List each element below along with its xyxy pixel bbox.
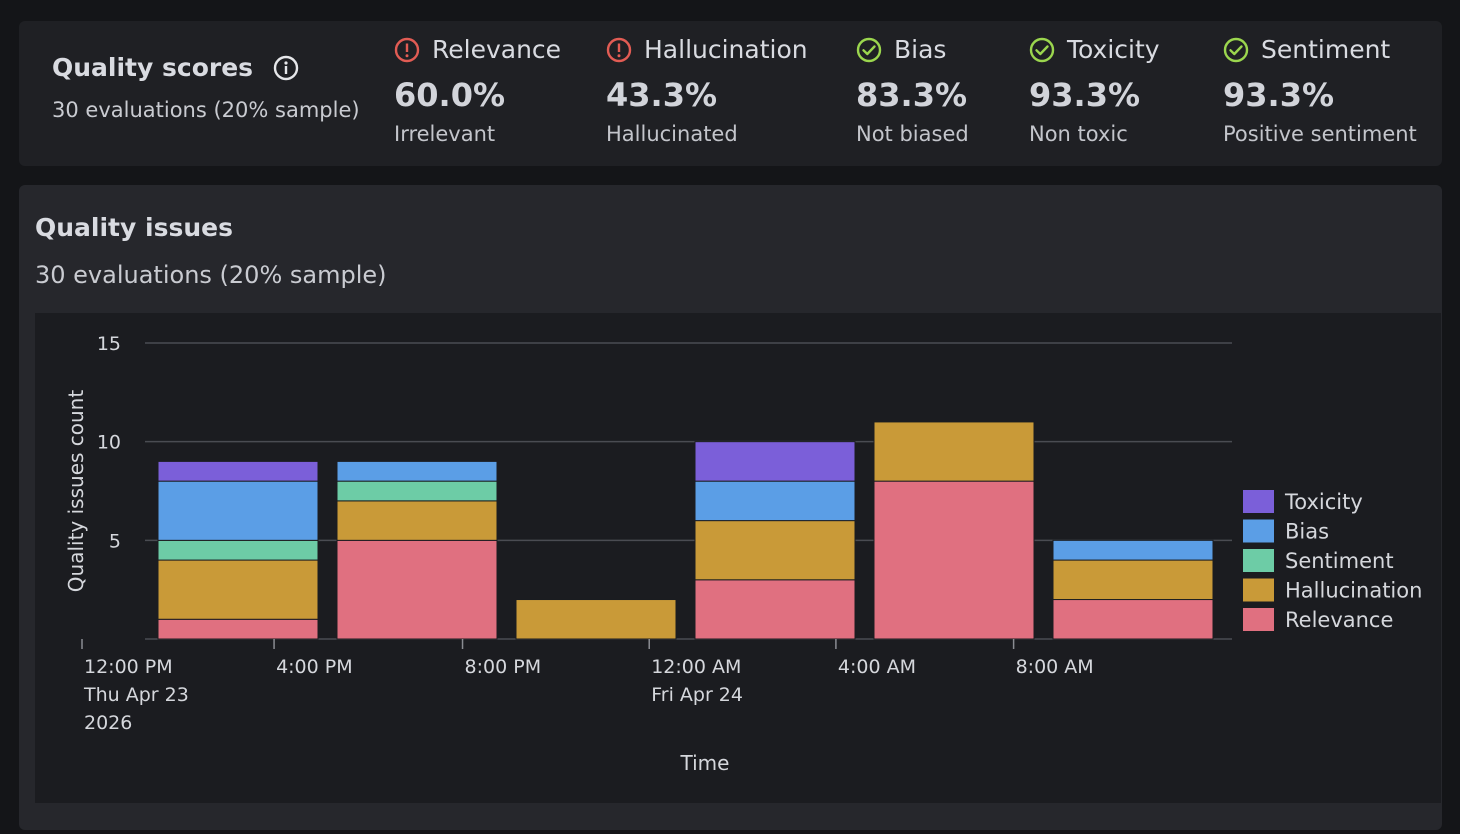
x-tick-label: Thu Apr 23 [83,684,189,706]
scores-header: Quality scores 30 evaluations (20% sampl… [52,53,360,122]
x-tick-label: 12:00 PM [84,656,173,678]
alert-icon [394,37,420,62]
legend-label-bias: Bias [1285,520,1329,544]
info-icon[interactable] [273,55,299,81]
legend-label-toxicity: Toxicity [1284,490,1363,514]
bar-segment-bias [1052,539,1214,561]
bar-segment-hallucination [336,500,498,541]
y-tick-label: 15 [97,333,121,355]
x-tick-label: 4:00 AM [838,656,916,678]
check-circle-icon [1029,37,1055,62]
metric-hallucination: Hallucination 43.3% Hallucinated [606,35,808,146]
legend-label-relevance: Relevance [1285,608,1393,632]
bar-segment-relevance [336,539,498,640]
bar-segment-bias [336,460,498,482]
check-circle-icon [856,37,882,62]
legend-swatch-bias [1243,519,1274,543]
bar-segment-hallucination [694,520,856,581]
metric-name: Toxicity [1067,35,1160,64]
chart-svg: 5 10 15 12:00 PM Thu Apr 23 2026 4:00 PM 8:00 P… [64,333,1422,775]
legend-swatch-hallucination [1243,578,1274,602]
metric-value: 83.3% [856,76,968,114]
bar-segment-sentiment [336,480,498,502]
bar-segment-hallucination [157,559,319,620]
bar-segment-sentiment [157,539,319,561]
metric-desc: Non toxic [1029,122,1128,146]
metric-name: Hallucination [644,35,808,64]
bar-segment-toxicity [694,441,856,482]
y-tick-label: 10 [97,432,121,454]
bar-segment-hallucination [515,599,677,640]
bar-segment-relevance [157,618,319,640]
metric-value: 93.3% [1029,76,1141,114]
y-tick-label: 5 [109,530,121,552]
metric-name: Sentiment [1261,35,1391,64]
quality-issues-chart: 5 10 15 12:00 PM Thu Apr 23 2026 4:00 PM 8:00 P… [35,313,1441,803]
bar-segment-hallucination [1052,559,1214,601]
metric-value: 43.3% [606,76,718,114]
alert-icon [606,37,632,62]
scores-title: Quality scores [52,53,254,82]
metric-name: Relevance [432,35,562,64]
metric-value: 93.3% [1223,76,1335,114]
metric-desc: Positive sentiment [1223,122,1417,146]
metric-relevance: Relevance 60.0% Irrelevant [394,35,561,146]
legend-label-sentiment: Sentiment [1285,549,1394,573]
bar-segment-bias [157,480,319,541]
issues-title: Quality issues [35,213,233,242]
x-tick-label: Fri Apr 24 [651,684,743,706]
x-tick-label: 4:00 PM [276,656,353,678]
legend-swatch-toxicity [1243,490,1274,513]
x-tick-label: 2026 [84,712,132,734]
legend-swatch-relevance [1243,608,1274,631]
x-tick-label: 8:00 AM [1016,656,1094,678]
check-circle-icon [1223,37,1249,62]
metric-desc: Not biased [856,122,969,146]
metric-name: Bias [894,35,947,64]
y-axis-label: Quality issues count [64,390,88,593]
bar-segment-relevance [1052,599,1214,640]
issues-subtitle: 30 evaluations (20% sample) [35,261,387,289]
legend-label-hallucination: Hallucination [1285,579,1422,603]
quality-scores-panel: Quality scores 30 evaluations (20% sampl… [19,21,1442,166]
bar-segment-bias [694,480,856,522]
metric-toxicity: Toxicity 93.3% Non toxic [1029,35,1160,146]
bar-segment-toxicity [157,460,319,482]
x-tick-label: 12:00 AM [651,656,741,678]
metric-sentiment: Sentiment 93.3% Positive sentiment [1223,35,1417,146]
metric-desc: Irrelevant [394,122,496,146]
bar-segment-hallucination [873,421,1035,482]
legend-swatch-sentiment [1243,549,1274,572]
bar-segment-relevance [873,480,1035,640]
metric-desc: Hallucinated [606,122,738,146]
metric-bias: Bias 83.3% Not biased [856,35,969,146]
scores-subtitle: 30 evaluations (20% sample) [52,98,360,122]
x-tick-label: 8:00 PM [465,656,542,678]
metric-value: 60.0% [394,76,506,114]
x-axis-label: Time [680,751,730,775]
bar-segment-relevance [694,579,856,640]
